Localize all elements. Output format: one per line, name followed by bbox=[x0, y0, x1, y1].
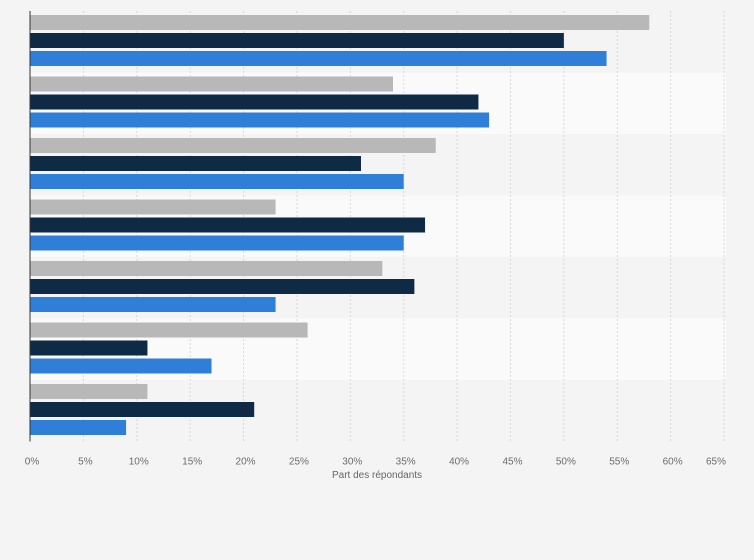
bar-series-2 bbox=[30, 217, 426, 233]
x-axis-ticks: 0% 5% 10% 15% 20% 25% 30% 35% 40% 45% 50% 55% 60% 65% bbox=[25, 457, 726, 468]
bar-series-3 bbox=[30, 112, 490, 128]
bar-series-3 bbox=[30, 358, 212, 374]
bar-series-3 bbox=[30, 420, 127, 435]
bar-series-2 bbox=[30, 94, 479, 110]
bar-series-1 bbox=[30, 199, 276, 215]
bar-series-2 bbox=[30, 402, 255, 417]
bar-series-1 bbox=[30, 261, 383, 276]
bar-series-2 bbox=[30, 340, 148, 356]
bar-series-1 bbox=[30, 322, 308, 338]
x-tick-label: 15% bbox=[182, 457, 202, 468]
bar-series-3 bbox=[30, 51, 607, 66]
x-tick-label: 45% bbox=[502, 457, 522, 468]
bar-series-1 bbox=[30, 15, 650, 30]
x-tick-label: 25% bbox=[289, 457, 309, 468]
x-tick-label: 60% bbox=[663, 457, 683, 468]
bar-series-2 bbox=[30, 33, 564, 48]
x-tick-label: 5% bbox=[78, 457, 93, 468]
bar-series-2 bbox=[30, 156, 361, 171]
x-tick-label: 55% bbox=[609, 457, 629, 468]
x-tick-label: 35% bbox=[396, 457, 416, 468]
bars bbox=[30, 15, 650, 435]
bar-series-1 bbox=[30, 138, 436, 153]
bar-series-1 bbox=[30, 384, 148, 399]
x-tick-label: 50% bbox=[556, 457, 576, 468]
bar-series-3 bbox=[30, 235, 404, 251]
x-tick-label: 65% bbox=[706, 457, 726, 468]
x-axis-title: Part des répondants bbox=[332, 470, 422, 481]
x-tick-label: 30% bbox=[342, 457, 362, 468]
x-tick-label: 10% bbox=[129, 457, 149, 468]
x-tick-label: 0% bbox=[25, 457, 40, 468]
bar-series-3 bbox=[30, 174, 404, 189]
bar-series-1 bbox=[30, 76, 394, 92]
bar-series-3 bbox=[30, 297, 276, 312]
x-tick-label: 40% bbox=[449, 457, 469, 468]
bar-series-2 bbox=[30, 279, 415, 294]
x-tick-label: 20% bbox=[236, 457, 256, 468]
